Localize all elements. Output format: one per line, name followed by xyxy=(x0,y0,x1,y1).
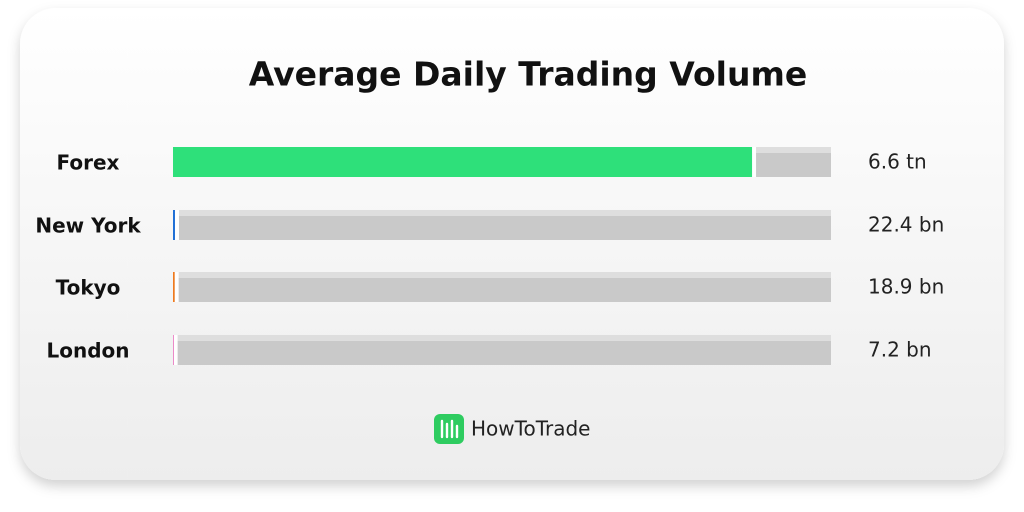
value-label: 22.4 bn xyxy=(868,213,944,237)
bar-gap xyxy=(173,335,178,365)
bar-track-highlight xyxy=(173,335,831,341)
value-label: 18.9 bn xyxy=(868,275,944,299)
bar xyxy=(173,335,174,365)
category-label: New York xyxy=(35,214,141,238)
brand-name: HowToTrade xyxy=(471,417,590,441)
brand-logo: HowToTrade xyxy=(434,414,590,444)
logo-icon xyxy=(434,414,464,444)
bar-gap xyxy=(752,147,757,177)
bar xyxy=(173,272,175,302)
category-label: Forex xyxy=(57,151,120,175)
bar-gap xyxy=(174,210,179,240)
bar xyxy=(173,210,175,240)
bar-track-highlight xyxy=(173,210,831,216)
category-label: London xyxy=(46,339,129,363)
bar-gap xyxy=(174,272,179,302)
category-label: Tokyo xyxy=(56,276,121,300)
logo-glyph xyxy=(440,419,459,439)
bar-track-highlight xyxy=(173,272,831,278)
value-label: 6.6 tn xyxy=(868,150,927,174)
bar xyxy=(173,147,753,177)
value-label: 7.2 bn xyxy=(868,338,932,362)
chart-title: Average Daily Trading Volume xyxy=(249,55,808,94)
